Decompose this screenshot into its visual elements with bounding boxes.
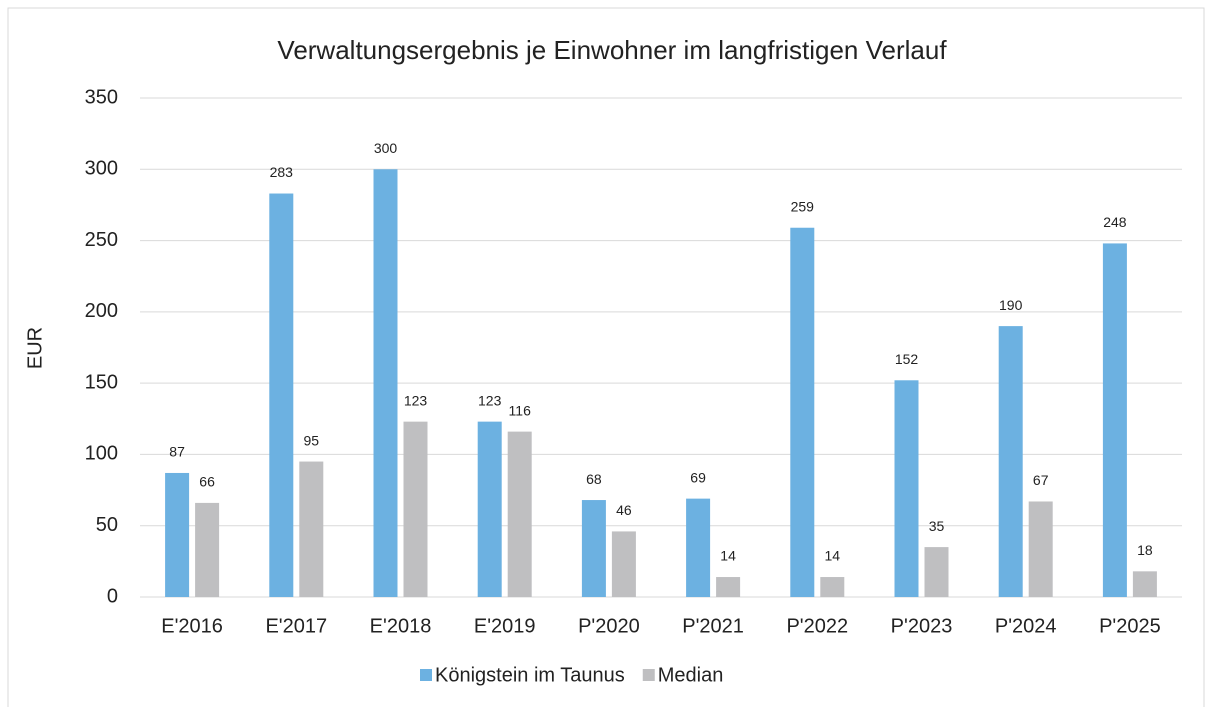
data-label: 283 bbox=[270, 164, 294, 180]
bar bbox=[477, 421, 502, 597]
y-tick-label: 300 bbox=[85, 158, 118, 180]
legend-label: Median bbox=[658, 664, 724, 686]
data-label: 123 bbox=[478, 392, 502, 408]
y-tick-label: 200 bbox=[85, 300, 118, 322]
bar bbox=[1028, 501, 1053, 597]
x-tick-label: E'2018 bbox=[370, 615, 432, 637]
data-label: 116 bbox=[509, 402, 532, 418]
bar bbox=[1132, 571, 1157, 597]
data-label: 95 bbox=[304, 432, 320, 448]
data-label: 300 bbox=[374, 140, 398, 156]
bar bbox=[790, 227, 815, 598]
data-label: 46 bbox=[616, 502, 632, 518]
data-label: 87 bbox=[169, 444, 185, 460]
x-tick-label: E'2016 bbox=[161, 615, 223, 637]
data-label: 259 bbox=[791, 198, 815, 214]
data-label: 18 bbox=[1137, 542, 1153, 558]
legend-swatch bbox=[642, 669, 655, 681]
data-label: 190 bbox=[999, 297, 1023, 313]
x-tick-label: E'2017 bbox=[265, 615, 327, 637]
x-tick-label: E'2019 bbox=[474, 615, 536, 637]
x-tick-label: P'2023 bbox=[891, 615, 953, 637]
bar bbox=[686, 498, 711, 597]
x-tick-label: P'2020 bbox=[578, 615, 640, 637]
x-tick-label: P'2021 bbox=[682, 615, 744, 637]
data-label: 152 bbox=[895, 351, 919, 367]
chart-title: Verwaltungsergebnis je Einwohner im lang… bbox=[277, 35, 947, 65]
bar bbox=[1102, 243, 1127, 597]
y-tick-label: 50 bbox=[96, 514, 118, 536]
data-label: 123 bbox=[404, 392, 428, 408]
bar bbox=[195, 502, 220, 597]
bar bbox=[299, 461, 324, 597]
data-label: 35 bbox=[929, 518, 945, 534]
bar bbox=[403, 421, 428, 597]
x-tick-label: P'2024 bbox=[995, 615, 1057, 637]
y-tick-label: 250 bbox=[85, 229, 118, 251]
y-axis-label: EUR bbox=[24, 327, 46, 369]
bar bbox=[894, 380, 919, 597]
chart-frame bbox=[7, 7, 1205, 709]
y-tick-label: 100 bbox=[85, 443, 118, 465]
legend-swatch bbox=[420, 669, 432, 681]
bar bbox=[165, 472, 190, 597]
bar bbox=[611, 531, 636, 597]
x-tick-label: P'2025 bbox=[1099, 615, 1161, 637]
x-tick-label: P'2022 bbox=[786, 615, 848, 637]
data-label: 69 bbox=[690, 469, 706, 485]
bar bbox=[269, 193, 294, 597]
bar bbox=[820, 577, 845, 597]
bar bbox=[924, 547, 949, 597]
bar bbox=[507, 431, 532, 597]
data-label: 248 bbox=[1103, 214, 1127, 230]
y-tick-label: 0 bbox=[107, 585, 118, 607]
bar bbox=[581, 500, 606, 597]
legend-label: Königstein im Taunus bbox=[435, 664, 625, 686]
data-label: 67 bbox=[1033, 472, 1049, 488]
bar bbox=[998, 326, 1023, 597]
data-label: 66 bbox=[199, 474, 215, 490]
y-tick-label: 350 bbox=[85, 86, 118, 108]
bar bbox=[373, 169, 398, 598]
data-label: 14 bbox=[825, 548, 841, 564]
y-tick-label: 150 bbox=[85, 371, 118, 393]
data-label: 68 bbox=[586, 471, 602, 487]
bar bbox=[716, 577, 741, 597]
data-label: 14 bbox=[720, 548, 736, 564]
